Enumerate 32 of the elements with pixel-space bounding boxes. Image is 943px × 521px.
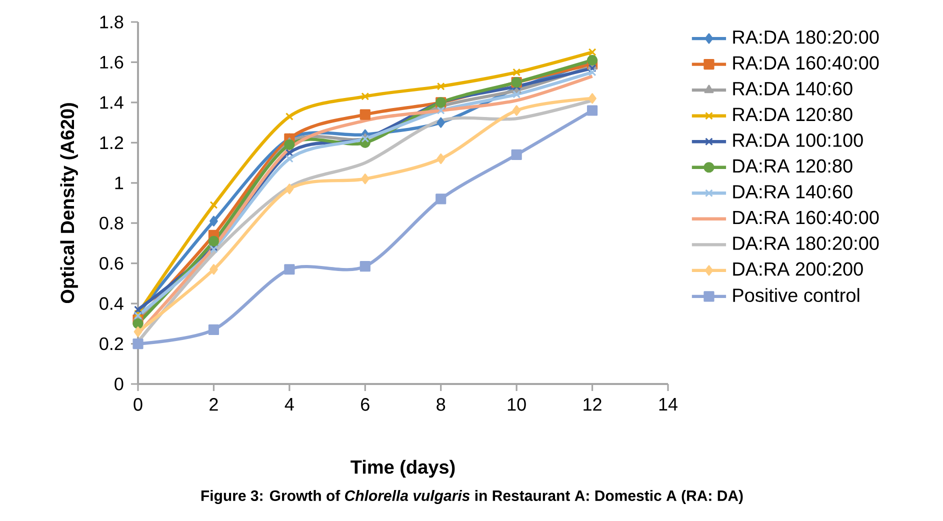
y-tick-label: 0.8	[100, 216, 124, 230]
x-tick-label: 8	[436, 398, 446, 411]
legend-label: Positive control	[733, 288, 860, 302]
legend-label: DA:RA 120:80	[733, 159, 852, 173]
y-tick-label: 1.2	[100, 136, 124, 149]
legend-label: RA:DA 120:80	[733, 108, 852, 122]
x-tick-label: 6	[361, 398, 370, 411]
y-axis-title: Optical Density (A620)	[60, 103, 78, 304]
x-tick-label: 0	[134, 398, 142, 411]
legend-label: RA:DA 180:20:00	[733, 30, 879, 44]
x-axis-title: Time (days)	[350, 460, 455, 478]
y-tick-label: 1.4	[100, 96, 124, 109]
y-tick-label: 1.8	[100, 16, 124, 28]
legend-label: DA:RA 180:20:00	[733, 236, 879, 250]
legend-label: RA:DA 100:100	[733, 133, 863, 147]
y-tick-label: 0.4	[100, 297, 124, 310]
y-tick-label: 1	[115, 176, 124, 190]
x-tick-label: 4	[284, 398, 294, 410]
legend-label: RA:DA 160:40:00	[733, 56, 879, 70]
x-tick-label: 2	[210, 398, 218, 411]
legend-label: DA:RA 200:200	[733, 262, 863, 276]
legend-label: DA:RA 160:40:00	[733, 210, 879, 224]
y-tick-label: 0.6	[100, 256, 124, 270]
y-tick-label: 1.6	[100, 56, 124, 69]
x-tick-label: 10	[508, 398, 526, 411]
y-tick-label: 0.2	[100, 337, 124, 350]
x-tick-label: 12	[584, 398, 602, 411]
legend-label: DA:RA 140:60	[733, 185, 852, 198]
x-tick-label: 14	[659, 398, 678, 410]
legend-label: RA:DA 140:60	[733, 82, 852, 96]
caption: Figure 3: Growth of Chlorella vulgaris in Restaurant A: Domestic A (RA: DA)	[201, 490, 743, 504]
y-tick-label: 0	[114, 378, 124, 390]
